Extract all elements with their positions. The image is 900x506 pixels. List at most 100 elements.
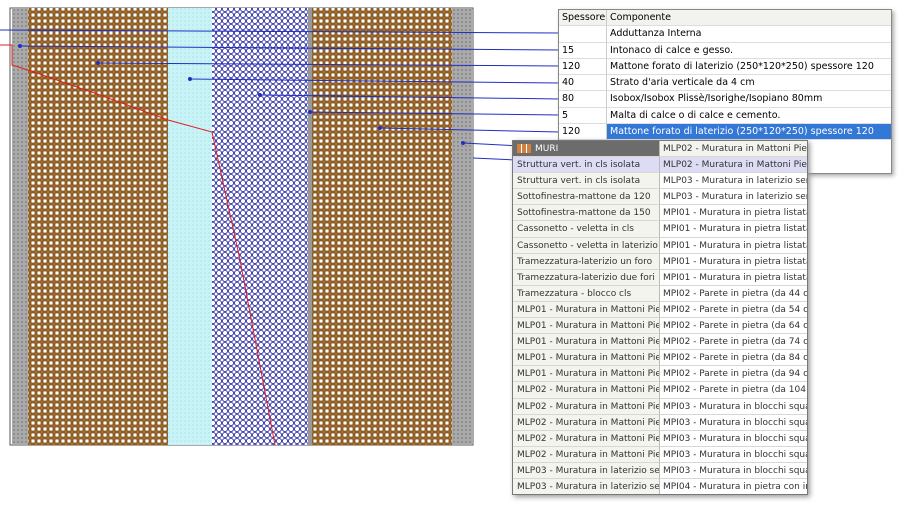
dropdown-row[interactable]: MLP02 - Muratura in Mattoni Pien MPI03 - … — [513, 446, 807, 463]
component-cell[interactable]: Mattone forato di laterizio (250*120*250… — [607, 59, 891, 76]
item-option[interactable]: MPI02 - Parete in pietra (da 64 c — [660, 318, 807, 335]
thickness-cell[interactable] — [559, 26, 607, 43]
item-option[interactable]: MPI02 - Parete in pietra (da 74 c — [660, 334, 807, 351]
dropdown-row[interactable]: MLP01 - Muratura in Mattoni Pien MPI02 - … — [513, 318, 807, 335]
item-option[interactable]: MPI01 - Muratura in pietra listata — [660, 238, 807, 254]
component-cell[interactable]: Adduttanza Interna — [607, 26, 891, 43]
air-layer — [168, 8, 212, 445]
dropdown-row[interactable]: Tramezzatura-laterizio un foro MPI01 - Mu… — [513, 253, 807, 270]
item-option[interactable]: MPI03 - Muratura in blocchi squa — [660, 463, 807, 479]
header-cell: Spessore — [559, 10, 607, 27]
dropdown-row[interactable]: Cassonetto - veletta in laterizio MPI01 -… — [513, 237, 807, 254]
category-option[interactable]: Tramezzatura-laterizio un foro — [513, 253, 660, 270]
category-option[interactable]: Sottofinestra-mattone da 120 — [513, 189, 660, 206]
dropdown-row[interactable]: MLP01 - Muratura in Mattoni Pien MPI02 - … — [513, 334, 807, 351]
category-option[interactable]: MLP03 - Muratura in laterizio sem — [513, 478, 660, 494]
header-cell: Componente — [607, 10, 891, 27]
mortar — [308, 8, 312, 445]
dropdown-row[interactable]: Struttura vert. in cls isolata MLP03 - Mu… — [513, 173, 807, 190]
table-header: Spessore Componente — [559, 10, 891, 27]
dropdown-row[interactable]: Tramezzatura-laterizio due fori MPI01 - M… — [513, 269, 807, 286]
thickness-cell[interactable]: 15 — [559, 42, 607, 59]
category-option[interactable]: Struttura vert. in cls isolata — [513, 173, 660, 190]
category-option[interactable]: MLP01 - Muratura in Mattoni Pien — [513, 318, 660, 335]
dropdown-row[interactable]: MLP01 - Muratura in Mattoni Pien MPI02 - … — [513, 301, 807, 319]
category-header: MURI — [513, 141, 660, 158]
dropdown-row[interactable]: MLP02 - Muratura in Mattoni Pien MPI03 - … — [513, 414, 807, 431]
dropdown-row[interactable]: Cassonetto - veletta in cls MPI01 - Murat… — [513, 221, 807, 238]
thickness-cell[interactable]: 120 — [559, 124, 607, 141]
item-option[interactable]: MPI02 - Parete in pietra (da 84 c — [660, 350, 807, 367]
component-cell[interactable]: Intonaco di calce e gesso. — [607, 43, 891, 59]
dropdown-row[interactable]: MLP02 - Muratura in Mattoni Pien MPI02 - … — [513, 382, 807, 399]
category-option[interactable]: Sottofinestra-mattone da 150 — [513, 205, 660, 222]
category-option[interactable]: MLP02 - Muratura in Mattoni Pien — [513, 446, 660, 463]
category-option[interactable]: MLP02 - Muratura in Mattoni Pien — [513, 414, 660, 431]
table-row[interactable]: 5 Malta di calce o di calce e cemento. — [559, 107, 891, 125]
table-row[interactable]: 120 Mattone forato di laterizio (250*120*… — [559, 124, 891, 141]
thickness-cell[interactable]: 120 — [559, 58, 607, 76]
item-option[interactable]: MPI01 - Muratura in pietra listata — [660, 205, 807, 222]
dropdown-header: MURI MLP02 - Muratura in Mattoni Pien — [513, 141, 807, 158]
category-option[interactable]: MLP02 - Muratura in Mattoni Pien — [513, 398, 660, 415]
category-option[interactable]: Tramezzatura-laterizio due fori — [513, 269, 660, 286]
item-option[interactable]: MPI04 - Muratura in pietra con in — [660, 479, 807, 494]
category-option[interactable]: MLP01 - Muratura in Mattoni Pien — [513, 334, 660, 351]
item-option[interactable]: MLP02 - Muratura in Mattoni Pien — [660, 157, 807, 174]
brick-layer — [312, 8, 452, 445]
category-option[interactable]: MLP01 - Muratura in Mattoni Pien — [513, 366, 660, 383]
category-option[interactable]: Cassonetto - veletta in cls — [513, 221, 660, 238]
category-option[interactable]: Struttura vert. in cls isolata — [513, 157, 660, 174]
dropdown-row[interactable]: Sottofinestra-mattone da 120 MLP03 - Mura… — [513, 189, 807, 206]
component-cell[interactable]: Strato d'aria verticale da 4 cm — [607, 75, 891, 92]
component-cell[interactable]: Malta di calce o di calce e cemento. — [607, 108, 891, 125]
table-row[interactable]: 80 Isobox/Isobox Plissè/Isorighe/Isopiano… — [559, 91, 891, 108]
item-option[interactable]: MPI02 - Parete in pietra (da 44 c — [660, 286, 807, 302]
item-option[interactable]: MLP03 - Muratura in laterizio sem — [660, 189, 807, 206]
component-cell[interactable]: Mattone forato di laterizio (250*120*250… — [607, 124, 891, 141]
category-option[interactable]: MLP03 - Muratura in laterizio sem — [513, 462, 660, 479]
plaster — [452, 8, 472, 445]
category-option[interactable]: Cassonetto - veletta in laterizio — [513, 237, 660, 254]
item-option[interactable]: MPI02 - Parete in pietra (da 104 — [660, 382, 807, 399]
dropdown-row[interactable]: MLP03 - Muratura in laterizio sem MPI03 -… — [513, 462, 807, 479]
dropdown-row[interactable]: Tramezzatura - blocco cls MPI02 - Parete … — [513, 285, 807, 302]
brick-icon — [517, 144, 531, 153]
item-option[interactable]: MPI03 - Muratura in blocchi squa — [660, 399, 807, 415]
thickness-cell[interactable]: 40 — [559, 75, 607, 92]
item-option[interactable]: MLP03 - Muratura in laterizio sem — [660, 173, 807, 190]
item-option[interactable]: MPI02 - Parete in pietra (da 94 c — [660, 366, 807, 383]
thickness-cell[interactable]: 80 — [559, 91, 607, 108]
wall-type-dropdown[interactable]: MURI MLP02 - Muratura in Mattoni Pien Stru… — [512, 140, 808, 495]
dropdown-row[interactable]: MLP02 - Muratura in Mattoni Pien MPI03 - … — [513, 398, 807, 415]
category-option[interactable]: MLP01 - Muratura in Mattoni Pien — [513, 301, 660, 319]
dropdown-row[interactable]: Struttura vert. in cls isolata MLP02 - Mu… — [513, 157, 807, 174]
brick-layer — [28, 8, 168, 445]
insulation-layer — [212, 8, 308, 445]
dropdown-row[interactable]: MLP03 - Muratura in laterizio sem MPI04 -… — [513, 478, 807, 494]
table-row[interactable]: 40 Strato d'aria verticale da 4 cm — [559, 75, 891, 92]
dropdown-row[interactable]: MLP01 - Muratura in Mattoni Pien MPI02 - … — [513, 350, 807, 367]
item-option[interactable]: MPI03 - Muratura in blocchi squa — [660, 431, 807, 447]
category-option[interactable]: MLP01 - Muratura in Mattoni Pien — [513, 350, 660, 367]
item-option[interactable]: MPI03 - Muratura in blocchi squa — [660, 415, 807, 431]
table-row[interactable]: Adduttanza Interna — [559, 26, 891, 43]
category-option[interactable]: MLP02 - Muratura in Mattoni Pien — [513, 430, 660, 447]
thickness-cell[interactable]: 5 — [559, 107, 607, 125]
dropdown-row[interactable]: Sottofinestra-mattone da 150 MPI01 - Mura… — [513, 205, 807, 222]
component-cell[interactable]: Isobox/Isobox Plissè/Isorighe/Isopiano 8… — [607, 91, 891, 108]
plaster — [12, 8, 28, 445]
table-row[interactable]: 15 Intonaco di calce e gesso. — [559, 42, 891, 59]
item-option[interactable]: MPI01 - Muratura in pietra listata — [660, 254, 807, 270]
item-option[interactable]: MPI02 - Parete in pietra (da 54 c — [660, 302, 807, 319]
dropdown-row[interactable]: MLP02 - Muratura in Mattoni Pien MPI03 - … — [513, 430, 807, 447]
dropdown-row[interactable]: MLP01 - Muratura in Mattoni Pien MPI02 - … — [513, 366, 807, 383]
table-row[interactable]: 120 Mattone forato di laterizio (250*120*… — [559, 58, 891, 76]
item-option[interactable]: MPI03 - Muratura in blocchi squa — [660, 447, 807, 463]
category-option[interactable]: Tramezzatura - blocco cls — [513, 285, 660, 302]
category-option[interactable]: MLP02 - Muratura in Mattoni Pien — [513, 382, 660, 399]
item-option[interactable]: MPI01 - Muratura in pietra listata — [660, 270, 807, 286]
item-option[interactable]: MPI01 - Muratura in pietra listata — [660, 221, 807, 238]
